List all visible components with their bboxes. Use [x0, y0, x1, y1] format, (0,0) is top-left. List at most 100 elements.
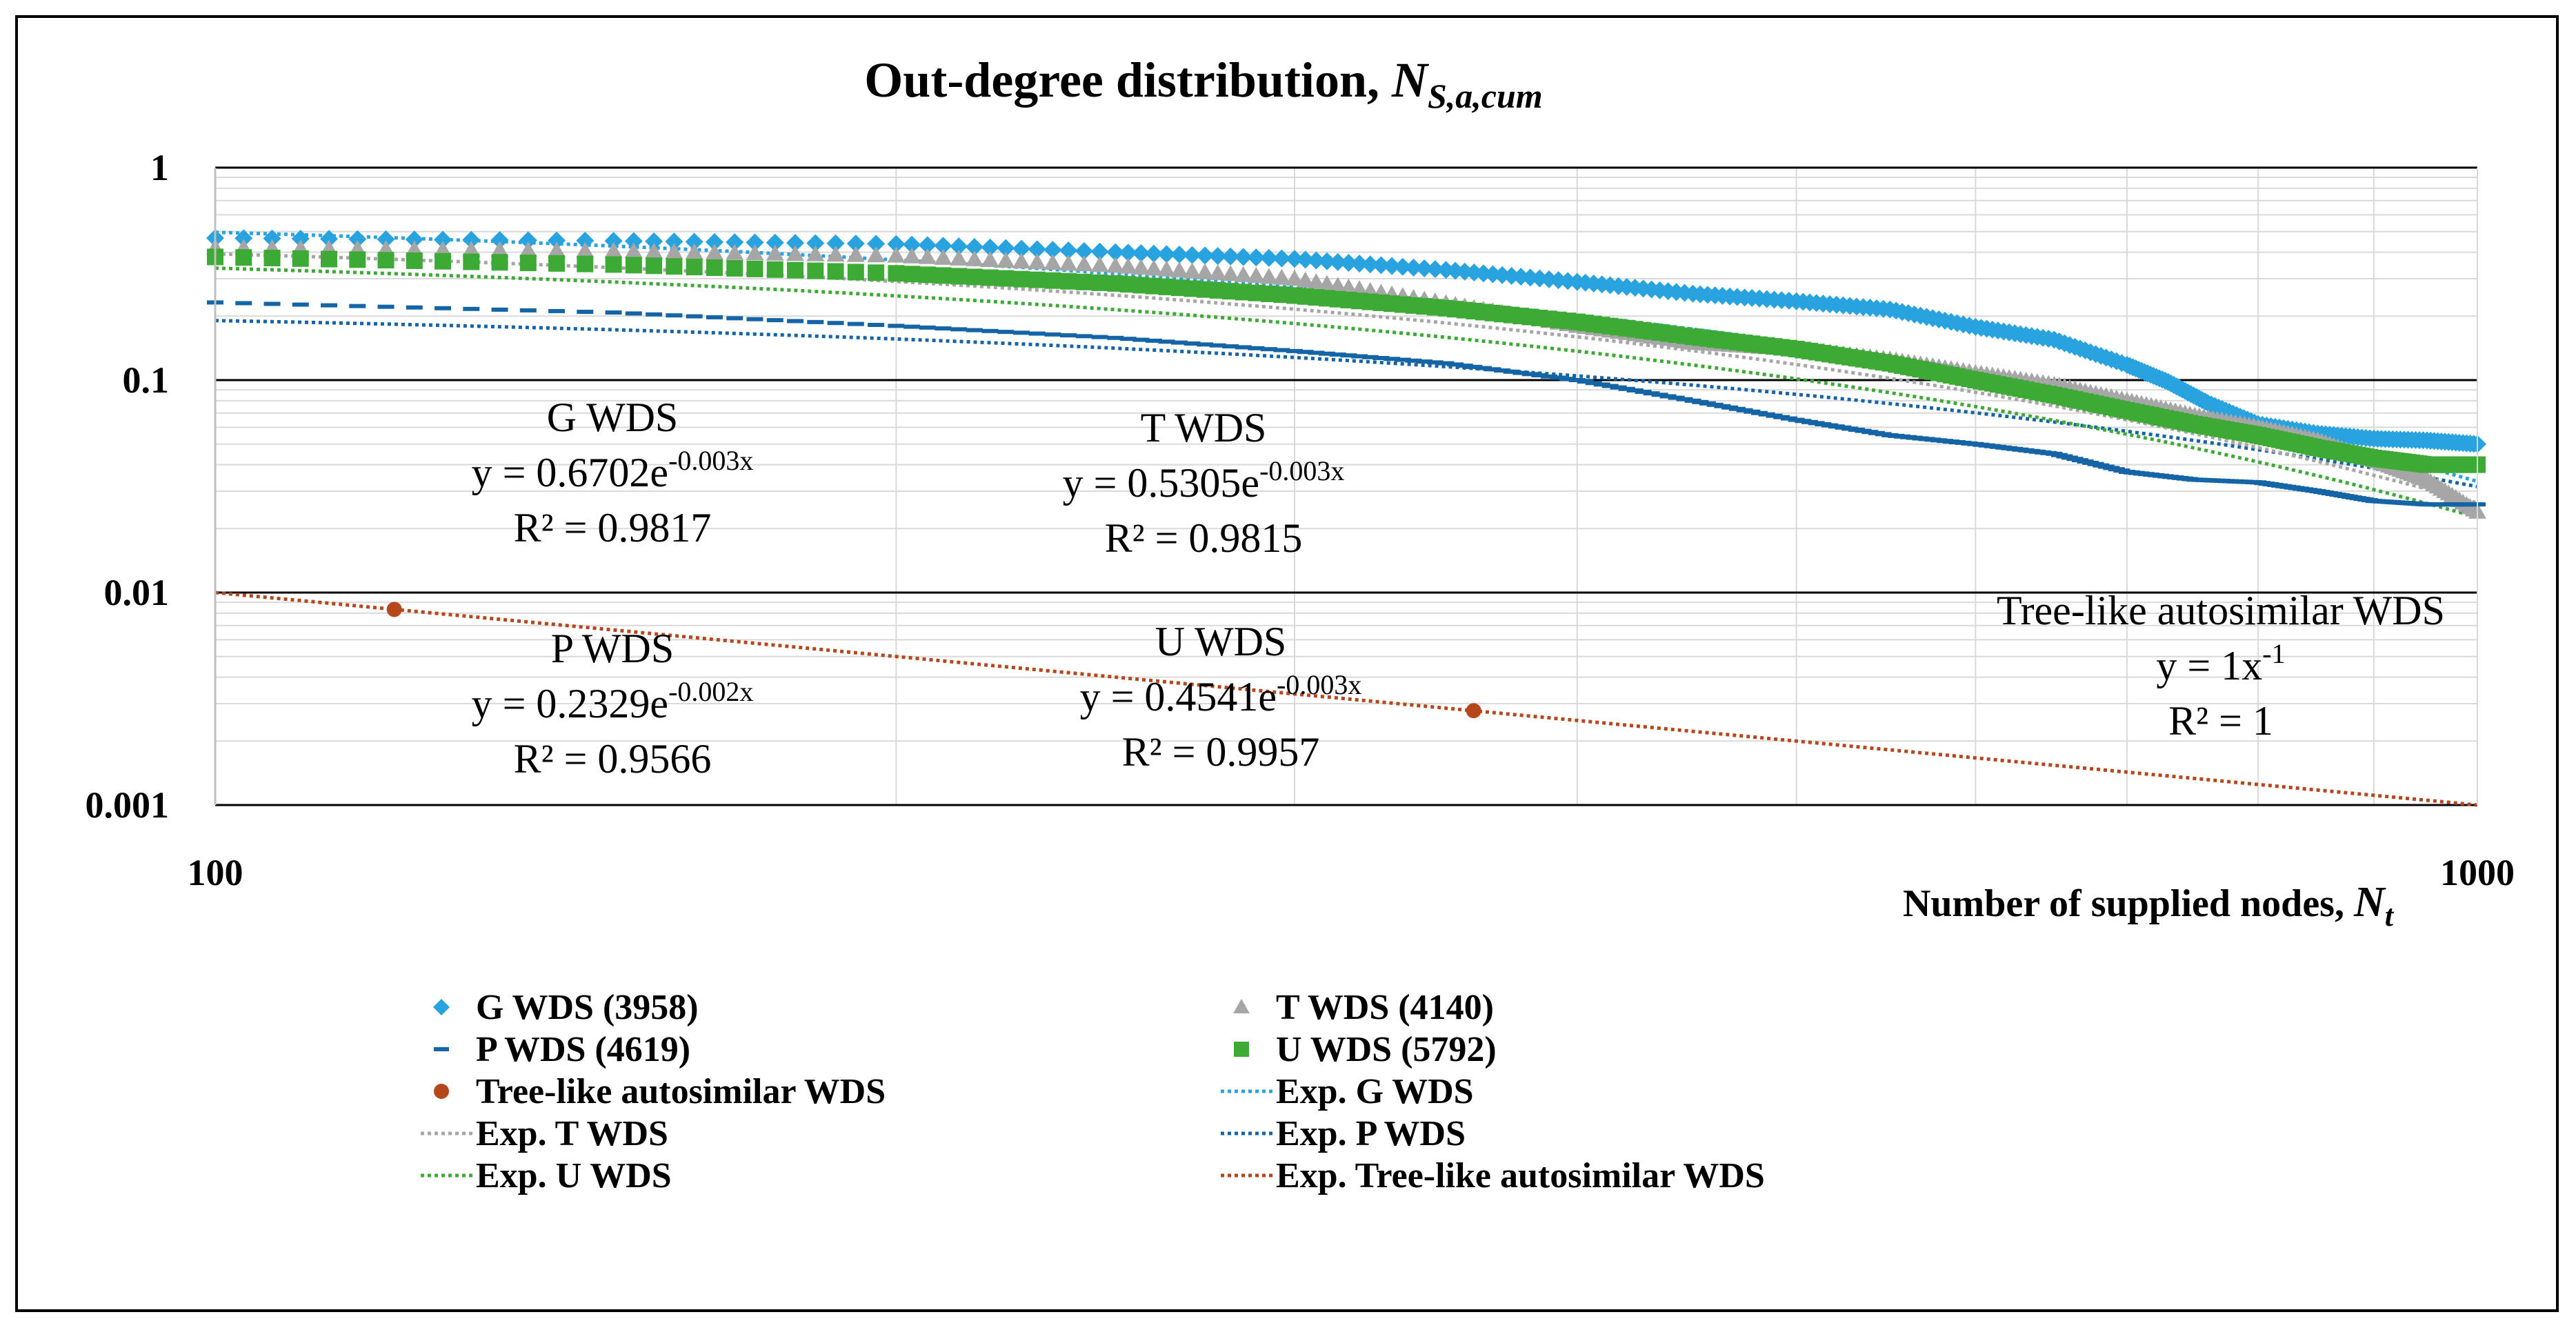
data-point: [1170, 340, 1188, 345]
equation-base: y = 0.4541e: [1080, 674, 1277, 719]
data-point: [1308, 350, 1325, 355]
data-point: [997, 252, 1015, 268]
data-point: [320, 230, 339, 248]
data-point: [806, 234, 825, 252]
data-point: [726, 259, 743, 277]
data-point: [1404, 258, 1423, 277]
data-point: [1456, 364, 1473, 368]
data-point: [705, 232, 723, 251]
data-point: [868, 264, 885, 281]
data-point: [1170, 261, 1188, 278]
legend-item: G WDS (3958): [433, 988, 699, 1027]
data-point: [519, 308, 537, 312]
data-point: [1234, 248, 1252, 266]
data-point: [548, 255, 566, 272]
legend-diamond-icon: [433, 999, 450, 1015]
data-point: [1106, 257, 1125, 273]
legend-item: Exp. Tree-like autosimilar WDS: [1221, 1156, 1765, 1195]
data-point: [1044, 241, 1062, 259]
data-point: [1234, 266, 1252, 282]
data-point: [766, 318, 783, 323]
data-point: [888, 265, 905, 282]
data-point: [463, 253, 480, 270]
legend: G WDS (3958) T WDS (4140) P WDS (4619) U WD…: [421, 988, 1765, 1195]
annotation-r2: R² = 0.9957: [1122, 729, 1320, 775]
data-point: [577, 309, 594, 314]
annotation-t: T WDS y = 0.5305e-0.003x R² = 0.9815: [1063, 405, 1345, 561]
data-point: [1484, 367, 1501, 372]
data-point: [686, 314, 703, 319]
data-point: [1339, 253, 1358, 272]
data-point: [1259, 248, 1278, 267]
data-point: [706, 259, 723, 277]
data-point: [1273, 348, 1290, 353]
data-point: [1550, 375, 1567, 380]
data-point: [826, 234, 845, 252]
data-point: [846, 246, 865, 262]
data-point: [349, 304, 366, 308]
data-point: [1059, 255, 1078, 271]
data-point: [1285, 270, 1304, 286]
data-point: [1394, 357, 1411, 362]
data-point: [1107, 335, 1124, 340]
data-point: [1028, 271, 1046, 288]
chart-title-subscript: S,a,cum: [1428, 77, 1543, 115]
data-point: [918, 236, 937, 255]
data-point: [1221, 247, 1240, 266]
data-point: [1512, 370, 1530, 375]
data-point: [519, 255, 537, 272]
axes: 1 0.1 0.01 0.001 100 1000: [86, 147, 2515, 893]
data-point: [966, 328, 983, 332]
data-point: [1248, 346, 1265, 350]
x-tick-label: 100: [188, 852, 243, 893]
equation-base: y = 1x: [2156, 643, 2262, 688]
data-point: [1383, 257, 1401, 275]
data-point: [867, 235, 886, 253]
data-point: [903, 324, 921, 329]
y-tick-label: 0.01: [104, 572, 170, 613]
data-point: [1060, 333, 1077, 338]
equation-exponent: -0.002x: [668, 676, 753, 707]
data-point: [625, 257, 642, 274]
x-tick-label: 1000: [2440, 852, 2515, 893]
legend-label: Exp. Tree-like autosimilar WDS: [1276, 1156, 1765, 1195]
data-point: [1044, 332, 1061, 337]
data-point: [1222, 344, 1239, 349]
data-point: [1475, 366, 1492, 370]
legend-label: Exp. T WDS: [476, 1114, 668, 1153]
data-point: [1339, 278, 1358, 295]
data-point: [965, 237, 984, 256]
data-point: [1075, 255, 1093, 272]
data-point: [1372, 356, 1390, 361]
data-point: [1106, 243, 1125, 261]
equation-exponent: -0.003x: [668, 445, 753, 476]
legend-item: Exp. G WDS: [1221, 1072, 1474, 1111]
data-point: [1247, 248, 1266, 267]
data-point: [1297, 350, 1314, 355]
data-point: [1158, 339, 1175, 344]
data-point: [292, 302, 309, 307]
data-point: [1350, 255, 1369, 273]
legend-label: T WDS (4140): [1276, 988, 1494, 1027]
data-point: [1437, 361, 1455, 366]
data-point: [666, 258, 683, 275]
legend-item: Tree-like autosimilar WDS: [434, 1072, 886, 1111]
data-point: [604, 241, 623, 258]
annotation-p: P WDS y = 0.2329e-0.002x R² = 0.9566: [472, 626, 754, 782]
series-dash: [207, 300, 2486, 507]
data-point: [646, 257, 663, 275]
data-point: [235, 249, 252, 266]
data-point: [746, 244, 764, 261]
legend-square-icon: [1234, 1042, 1249, 1057]
data-point: [1028, 240, 1046, 259]
equation-exponent: -0.003x: [1259, 455, 1344, 486]
data-point: [1028, 253, 1046, 270]
data-point: [1372, 256, 1390, 275]
data-point: [646, 312, 663, 317]
data-point: [705, 244, 723, 260]
data-point: [934, 248, 952, 265]
data-point: [847, 264, 864, 281]
data-point: [934, 237, 952, 255]
data-point: [665, 243, 683, 259]
